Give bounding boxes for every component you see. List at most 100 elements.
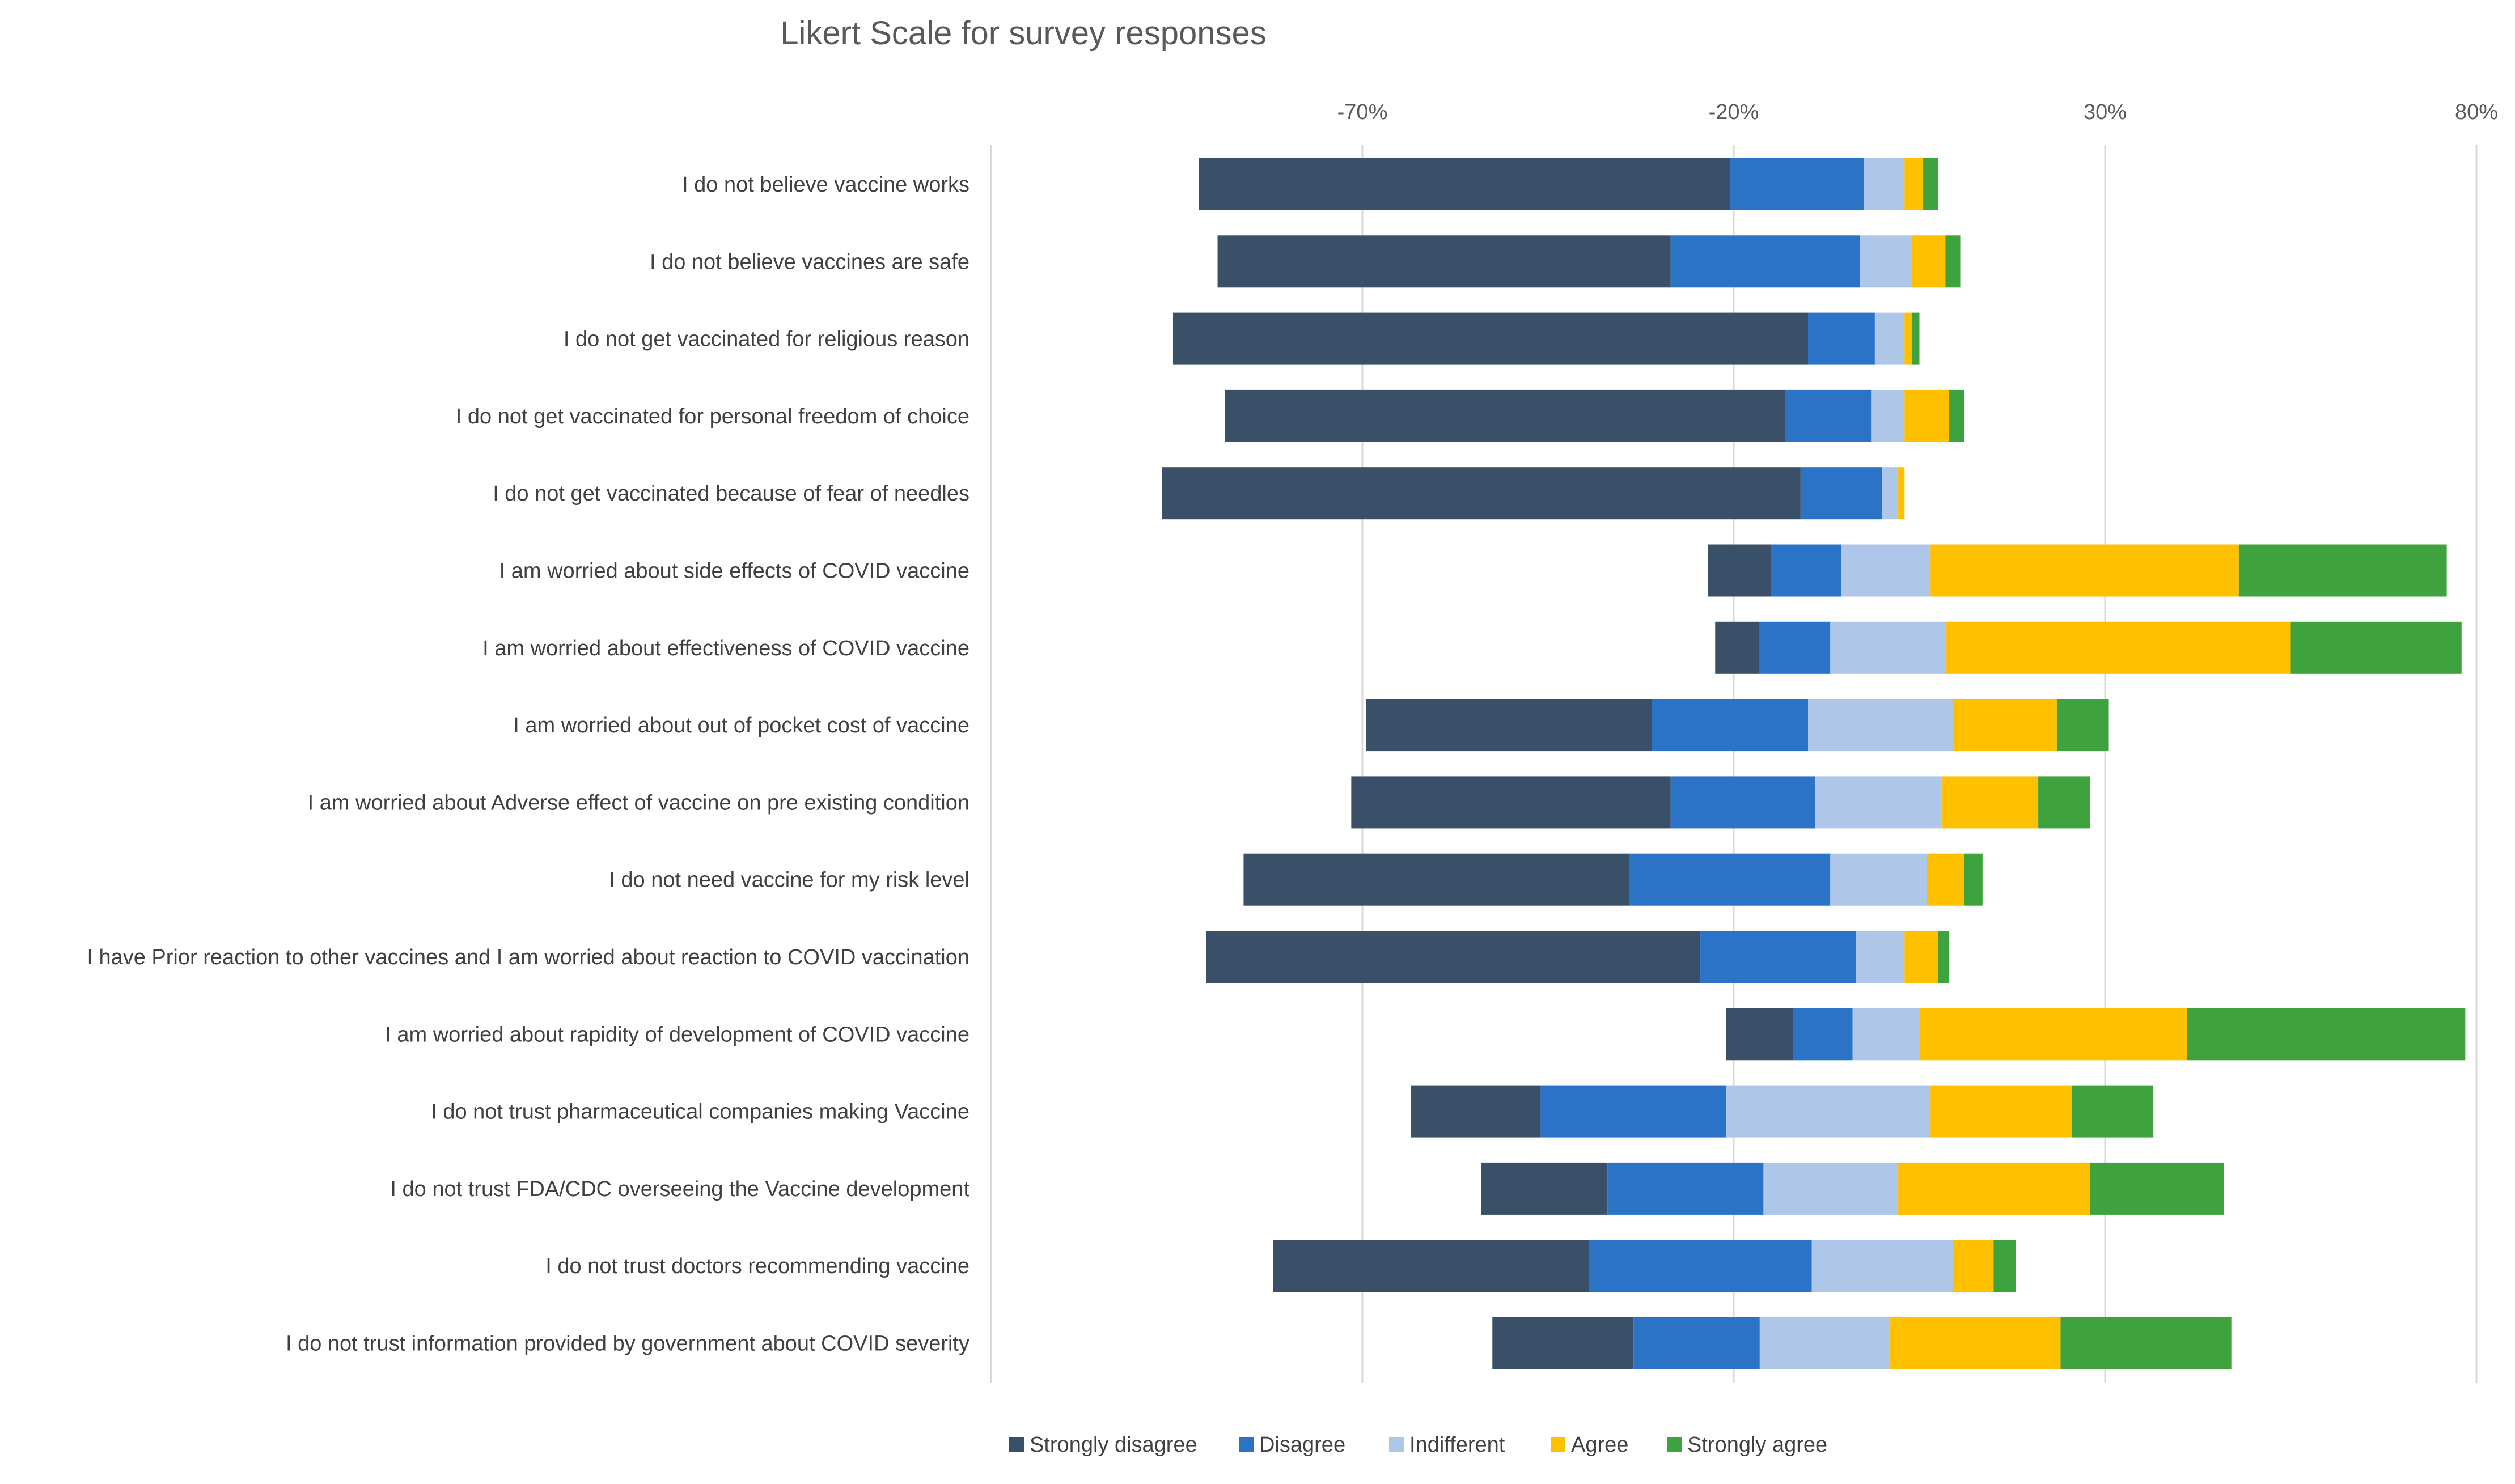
category-label: I do not get vaccinated for religious re… [564,328,969,351]
x-tick-labels: -70% -20% 30% 80% [1337,100,2498,124]
legend-label: Agree [1571,1433,1628,1457]
legend-label: Indifferent [1409,1433,1505,1457]
x-tick-label: -20% [1709,100,1759,124]
legend-swatch [1239,1437,1254,1452]
bar-segment-strongly-disagree [1411,1085,1541,1138]
category-label: I am worried about rapidity of developme… [385,1023,969,1046]
bar-segment-strongly-disagree [1162,467,1801,520]
bar-segment-agree [1941,776,2039,829]
category-label: I do not trust pharmaceutical companies … [431,1100,969,1124]
category-label: I have Prior reaction to other vaccines … [87,945,969,969]
bar-segment-agree [1904,158,1924,210]
category-label: I do not trust FDA/CDC overseeing the Va… [390,1177,969,1201]
bar-segment-agree [1919,1008,2187,1061]
bar-segment-indifferent [1815,776,1942,829]
bar-segment-strongly-agree [1923,158,1938,210]
category-label: I do not get vaccinated for personal fre… [456,405,969,429]
bar-segment-strongly-disagree [1206,931,1701,983]
bar-segment-disagree [1730,158,1864,210]
bar-segment-strongly-disagree [1708,544,1771,597]
bar-segment-indifferent [1860,235,1912,288]
bar-segment-disagree [1700,931,1857,983]
bar-segment-indifferent [1852,1008,1920,1061]
bar-segment-indifferent [1856,931,1905,983]
bars [1162,158,2466,1369]
bar-segment-strongly-agree [2187,1008,2466,1061]
bar-segment-disagree [1808,312,1875,365]
bar-segment-strongly-disagree [1726,1008,1793,1061]
category-label: I do not get vaccinated because of fear … [493,482,969,506]
bar-segment-indifferent [1808,699,1953,752]
bar-segment-agree [1912,235,1946,288]
bar-segment-indifferent [1882,467,1898,520]
bar-segment-agree [1904,389,1949,442]
bar-segment-agree [1904,931,1938,983]
bar-segment-disagree [1771,544,1841,597]
legend-label: Strongly agree [1687,1433,1827,1457]
category-label: I am worried about Adverse effect of vac… [308,791,969,815]
bar-segment-indifferent [1874,312,1905,365]
bar-segment-disagree [1589,1240,1812,1292]
bar-segment-disagree [1785,389,1872,442]
legend-label: Strongly disagree [1030,1433,1197,1457]
bar-segment-agree [1897,1162,2090,1215]
x-tick-label: 80% [2455,100,2498,124]
bar-segment-agree [1890,1317,2061,1369]
bar-segment-agree [1927,853,1964,906]
category-label: I do not believe vaccines are safe [650,250,969,274]
bar-segment-indifferent [1811,1240,1953,1292]
bar-segment-indifferent [1830,621,1946,674]
category-labels: I do not believe vaccine works I do not b… [87,173,969,1356]
bar-segment-strongly-disagree [1172,312,1808,365]
bar-segment-strongly-disagree [1273,1240,1589,1292]
category-label: I do not believe vaccine works [682,173,969,197]
category-label: I do not trust information provided by g… [286,1332,969,1356]
legend-label: Disagree [1259,1433,1345,1457]
bar-segment-agree [1930,1085,2072,1138]
category-label: I am worried about side effects of COVID… [499,559,969,583]
bar-segment-strongly-disagree [1715,621,1760,674]
legend-swatch [1551,1437,1565,1452]
bar-segment-strongly-agree [1938,931,1949,983]
bar-segment-strongly-agree [2090,1162,2224,1215]
bar-segment-strongly-disagree [1199,158,1730,210]
bar-segment-indifferent [1841,544,1931,597]
bar-segment-disagree [1633,1317,1760,1369]
bar-segment-disagree [1629,853,1831,906]
bar-segment-strongly-agree [2060,1317,2232,1369]
bar-segment-disagree [1607,1162,1764,1215]
bar-segment-indifferent [1871,389,1905,442]
bar-segment-indifferent [1864,158,1905,210]
bar-segment-strongly-disagree [1366,699,1652,752]
legend: Strongly disagree Disagree Indifferent Agre… [1009,1433,1827,1457]
bar-segment-agree [1904,312,1912,365]
bar-segment-disagree [1540,1085,1726,1138]
bar-segment-disagree [1800,467,1882,520]
bar-segment-indifferent [1830,853,1927,906]
bar-segment-strongly-disagree [1225,389,1786,442]
bar-segment-agree [1945,621,2291,674]
bar-segment-strongly-agree [2238,544,2447,597]
bar-segment-agree [1930,544,2239,597]
legend-swatch [1389,1437,1404,1452]
chart-title: Likert Scale for survey responses [780,15,1266,52]
bar-segment-agree [1953,1240,1994,1292]
bar-segment-strongly-disagree [1492,1317,1634,1369]
bar-segment-agree [1953,699,2057,752]
bar-segment-disagree [1759,621,1831,674]
bar-segment-strongly-agree [1912,312,1920,365]
bar-segment-disagree [1670,235,1860,288]
bar-segment-strongly-agree [2038,776,2090,829]
x-tick-label: 30% [2084,100,2127,124]
bar-segment-disagree [1670,776,1816,829]
legend-swatch [1009,1437,1024,1452]
legend-swatch [1667,1437,1682,1452]
x-tick-label: -70% [1337,100,1388,124]
category-label: I am worried about effectiveness of COVI… [482,637,969,660]
bar-segment-indifferent [1759,1317,1890,1369]
bar-segment-indifferent [1763,1162,1898,1215]
bar-segment-disagree [1652,699,1808,752]
bar-segment-strongly-disagree [1351,776,1671,829]
bar-segment-strongly-agree [1949,389,1964,442]
